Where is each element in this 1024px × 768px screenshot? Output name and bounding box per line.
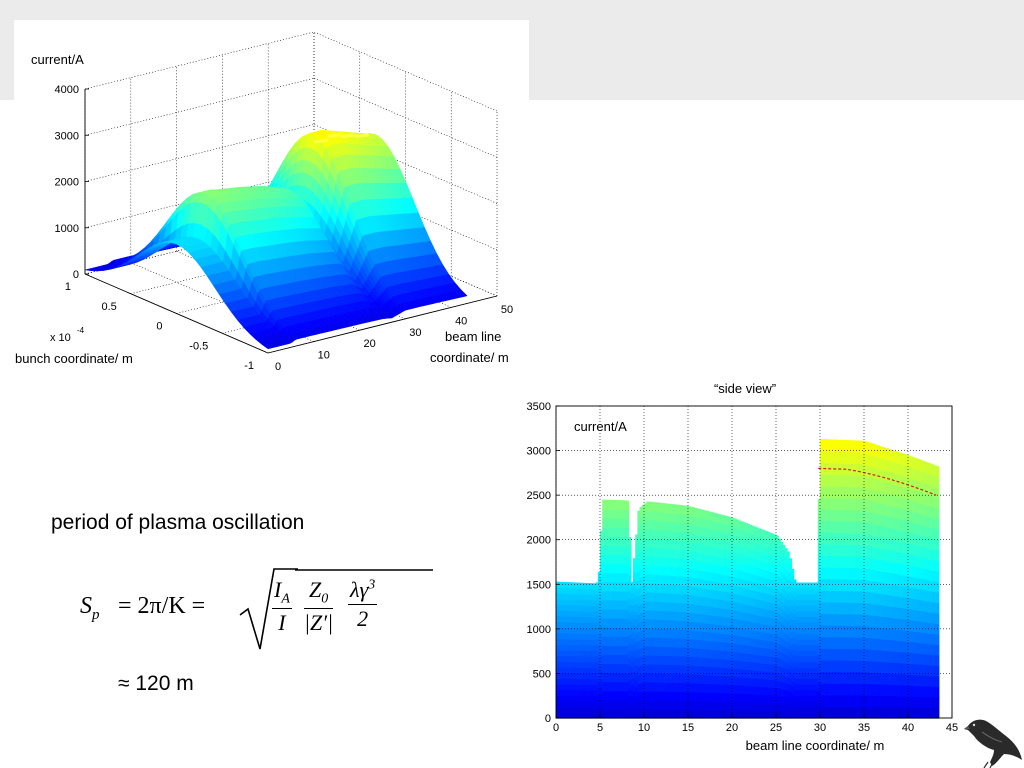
side-view-title: “side view”	[714, 381, 776, 396]
surface-body	[84, 130, 468, 350]
side-view-strip	[626, 527, 630, 538]
surface-gridline	[313, 31, 498, 112]
side-view-strip	[628, 552, 632, 561]
surface-gridline	[313, 77, 498, 158]
side-view-strip	[628, 567, 632, 576]
surface-x-axis	[267, 295, 498, 354]
side-view-strip	[626, 509, 630, 520]
side-view-strip	[628, 537, 632, 546]
surface-gridline	[84, 77, 315, 136]
side-view-strip	[628, 574, 632, 583]
side-view-strip	[626, 518, 630, 529]
side-view-strip	[628, 544, 632, 553]
side-view-strip	[626, 500, 630, 511]
side-view-area	[556, 439, 940, 719]
surface-gridline	[84, 124, 315, 182]
surface-plot: 010002000300040000102030405010.50-0.5-1 …	[15, 31, 513, 373]
side-view-strip	[628, 559, 632, 568]
surface-gridline	[84, 31, 315, 90]
surface-gridline	[313, 124, 498, 204]
surface-y-axis	[84, 273, 269, 354]
